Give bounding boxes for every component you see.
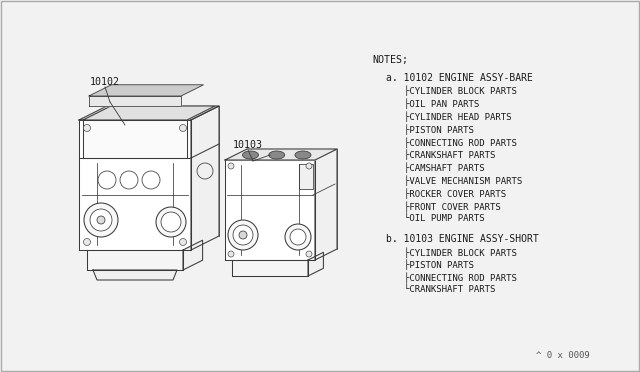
Text: ├CYLINDER BLOCK PARTS: ├CYLINDER BLOCK PARTS <box>404 86 517 96</box>
Circle shape <box>97 216 105 224</box>
Text: └CRANKSHAFT PARTS: └CRANKSHAFT PARTS <box>404 285 495 294</box>
Text: ^ 0 x 0009: ^ 0 x 0009 <box>536 351 590 360</box>
Polygon shape <box>183 240 203 270</box>
Polygon shape <box>89 96 181 106</box>
Ellipse shape <box>269 151 285 159</box>
Polygon shape <box>225 160 315 260</box>
Circle shape <box>120 171 138 189</box>
Polygon shape <box>299 164 313 189</box>
Text: └OIL PUMP PARTS: └OIL PUMP PARTS <box>404 214 484 223</box>
Text: ├OIL PAN PARTS: ├OIL PAN PARTS <box>404 99 479 109</box>
Polygon shape <box>191 106 219 250</box>
Polygon shape <box>83 120 187 158</box>
Polygon shape <box>315 149 337 260</box>
Circle shape <box>228 220 258 250</box>
Text: ├FRONT COVER PARTS: ├FRONT COVER PARTS <box>404 201 500 212</box>
Circle shape <box>228 251 234 257</box>
Text: 10103: 10103 <box>233 140 263 150</box>
Text: ├CYLINDER BLOCK PARTS: ├CYLINDER BLOCK PARTS <box>404 247 517 258</box>
Circle shape <box>90 209 112 231</box>
Circle shape <box>179 125 186 131</box>
Polygon shape <box>87 250 183 270</box>
Circle shape <box>290 229 306 245</box>
Circle shape <box>239 231 247 239</box>
Text: ├PISTON PARTS: ├PISTON PARTS <box>404 260 474 270</box>
Circle shape <box>179 238 186 246</box>
Polygon shape <box>308 252 323 276</box>
Circle shape <box>84 203 118 237</box>
Text: ├CAMSHAFT PARTS: ├CAMSHAFT PARTS <box>404 163 484 173</box>
Text: ├CONNECTING ROD PARTS: ├CONNECTING ROD PARTS <box>404 273 517 283</box>
Polygon shape <box>79 106 219 120</box>
Polygon shape <box>225 149 337 160</box>
Text: ├CONNECTING ROD PARTS: ├CONNECTING ROD PARTS <box>404 137 517 148</box>
Text: b. 10103 ENGINE ASSY-SHORT: b. 10103 ENGINE ASSY-SHORT <box>386 234 539 244</box>
Circle shape <box>306 251 312 257</box>
Text: a. 10102 ENGINE ASSY-BARE: a. 10102 ENGINE ASSY-BARE <box>386 73 533 83</box>
Text: ├CRANKSHAFT PARTS: ├CRANKSHAFT PARTS <box>404 150 495 160</box>
Polygon shape <box>232 260 308 276</box>
Text: ├ROCKER COVER PARTS: ├ROCKER COVER PARTS <box>404 188 506 199</box>
Ellipse shape <box>295 151 311 159</box>
Polygon shape <box>93 270 177 280</box>
Polygon shape <box>89 85 204 96</box>
Polygon shape <box>79 120 191 250</box>
Circle shape <box>83 125 90 131</box>
Circle shape <box>233 225 253 245</box>
Polygon shape <box>83 106 215 120</box>
Circle shape <box>142 171 160 189</box>
Circle shape <box>83 238 90 246</box>
Text: ├CYLINDER HEAD PARTS: ├CYLINDER HEAD PARTS <box>404 111 511 122</box>
Text: NOTES;: NOTES; <box>372 55 408 65</box>
Circle shape <box>285 224 311 250</box>
Text: ├PISTON PARTS: ├PISTON PARTS <box>404 124 474 135</box>
Circle shape <box>228 163 234 169</box>
Circle shape <box>306 163 312 169</box>
Text: ├VALVE MECHANISM PARTS: ├VALVE MECHANISM PARTS <box>404 175 522 186</box>
Text: 10102: 10102 <box>90 77 120 87</box>
Ellipse shape <box>243 151 259 159</box>
Circle shape <box>156 207 186 237</box>
Circle shape <box>161 212 181 232</box>
Circle shape <box>98 171 116 189</box>
